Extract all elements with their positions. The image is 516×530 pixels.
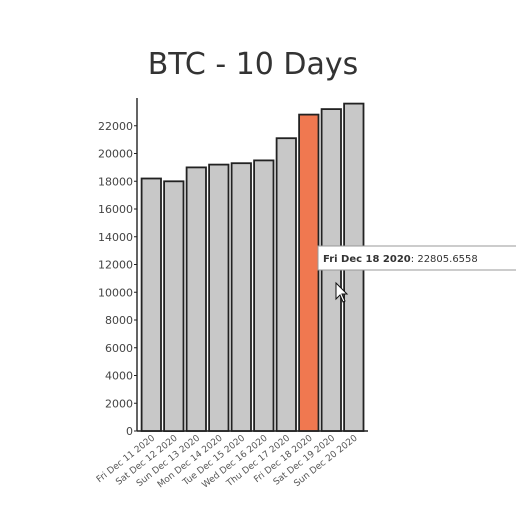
bar[interactable] [208,163,230,432]
y-tick-label: 2000 [105,397,133,410]
tooltip-box [317,245,516,271]
y-tick-label: 16000 [98,203,133,216]
chart-title: BTC - 10 Days [148,47,359,82]
y-tick-label: 4000 [105,370,133,383]
tooltip-text: Fri Dec 18 2020: 22805.6558 [323,254,478,265]
bar[interactable] [185,166,207,432]
bar[interactable] [140,177,162,432]
bar[interactable] [163,180,185,433]
y-tick-label: 18000 [98,175,133,188]
tooltip-sep: : [411,254,418,265]
bar[interactable] [230,162,252,432]
tooltip-date: Fri Dec 18 2020 [323,254,411,265]
tooltip: Fri Dec 18 2020: 22805.6558 [317,245,516,271]
y-tick-label: 22000 [98,120,133,133]
bar[interactable] [275,137,297,432]
y-tick-label: 14000 [98,231,133,244]
mouse-cursor-icon [335,281,349,303]
y-tick-label: 12000 [98,259,133,272]
ticks-layer: 0 2000 4000 6000 8000 10000 12000 14000 16000 180… [98,120,137,438]
y-tick-label: 20000 [98,148,133,161]
y-tick-label: 0 [126,425,133,438]
y-tick-label: 10000 [98,286,133,299]
y-tick-label: 6000 [105,342,133,355]
bar[interactable] [253,159,275,432]
tooltip-value: 22805.6558 [417,254,477,265]
y-tick-label: 8000 [105,314,133,327]
bar-highlighted[interactable] [298,113,320,432]
